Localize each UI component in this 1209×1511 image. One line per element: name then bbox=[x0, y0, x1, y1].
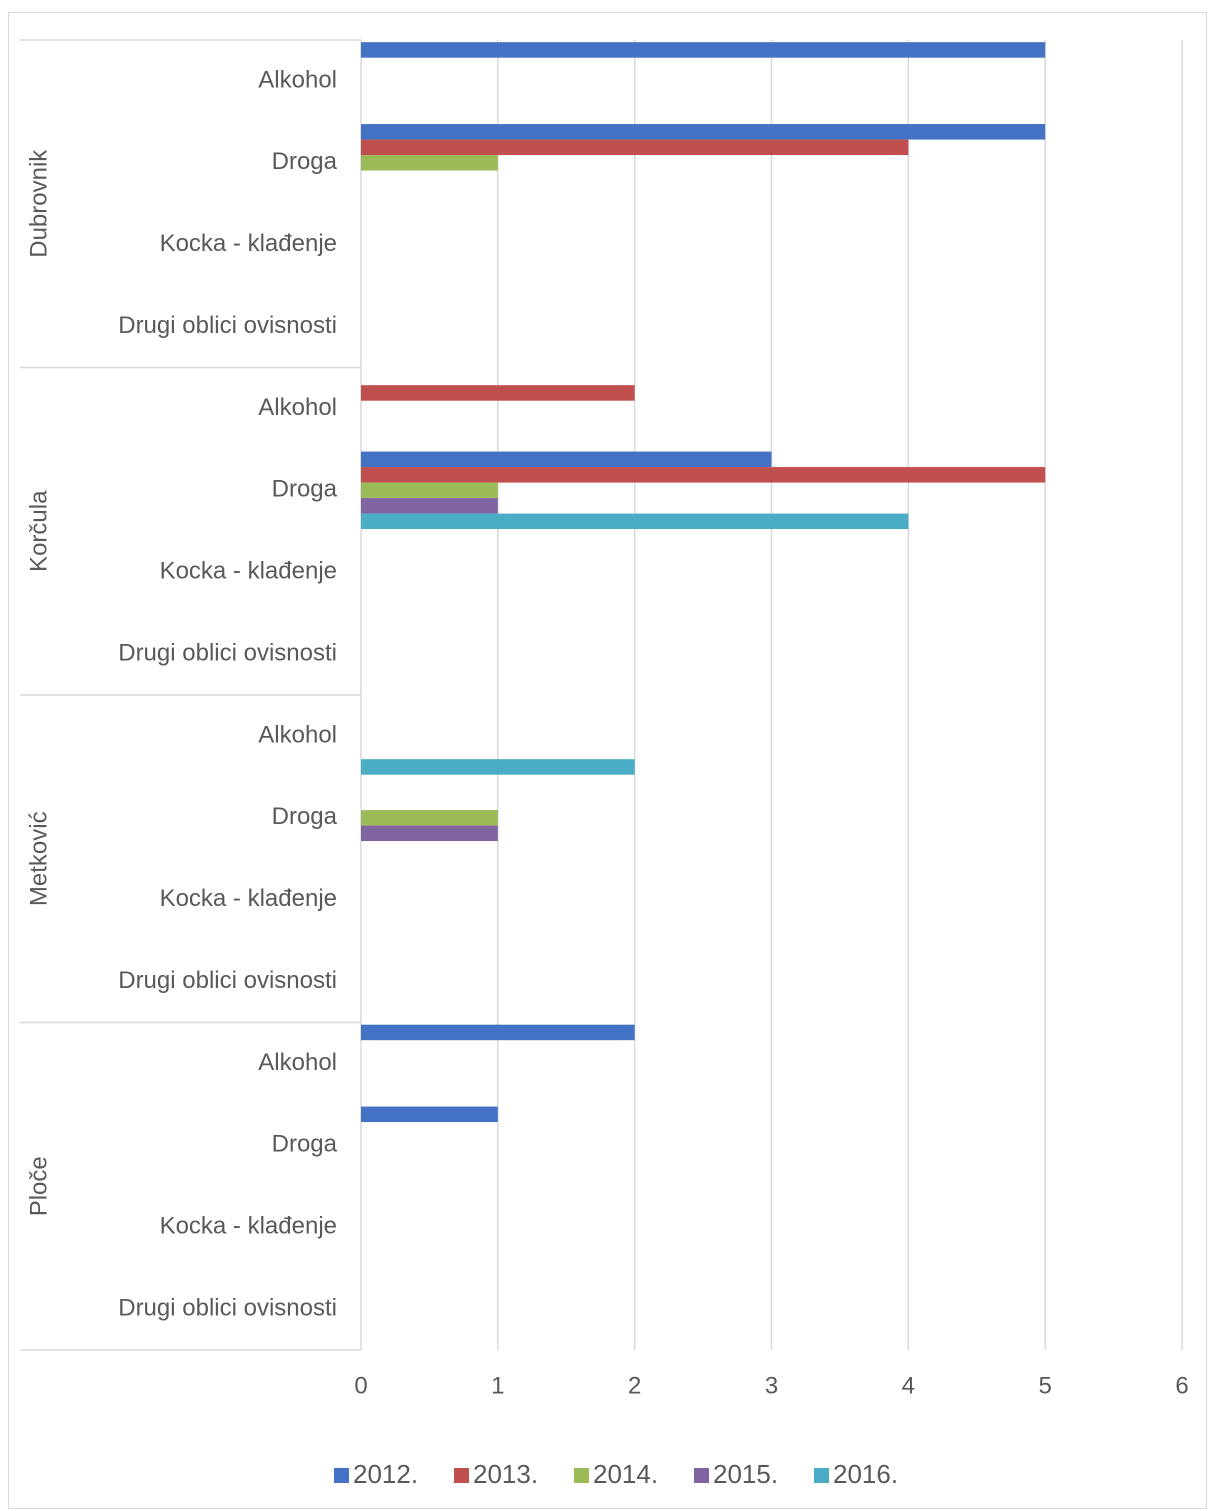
category-label-ploce-kocka-kla-enje: Kocka - klađenje bbox=[160, 1213, 337, 1240]
group-label-metkovic: Metković bbox=[25, 811, 52, 906]
x-tick-label-3: 3 bbox=[765, 1372, 778, 1399]
category-label-dubrovnik-kocka-kla-enje: Kocka - klađenje bbox=[160, 230, 337, 257]
category-label-metkovic-droga: Droga bbox=[272, 803, 338, 830]
bar-dubrovnik-droga-2012 bbox=[361, 124, 1046, 140]
legend-swatch-2016 bbox=[814, 1468, 829, 1483]
group-label-dubrovnik: Dubrovnik bbox=[25, 149, 52, 258]
bar-korcula-droga-2013 bbox=[361, 467, 1046, 483]
x-tick-label-6: 6 bbox=[1175, 1372, 1188, 1399]
bar-korcula-alkohol-2013 bbox=[361, 385, 635, 401]
category-label-dubrovnik-drugi-oblici-ovisnosti: Drugi oblici ovisnosti bbox=[118, 312, 337, 339]
x-tick-label-5: 5 bbox=[1038, 1372, 1051, 1399]
legend-swatch-2014 bbox=[574, 1468, 589, 1483]
bar-metkovic-droga-2015 bbox=[361, 825, 498, 842]
legend-swatch-2013 bbox=[454, 1468, 469, 1483]
bar-dubrovnik-droga-2014 bbox=[361, 155, 498, 171]
category-label-dubrovnik-droga: Droga bbox=[272, 148, 338, 175]
category-label-korcula-alkohol: Alkohol bbox=[258, 394, 337, 421]
x-tick-label-2: 2 bbox=[628, 1372, 641, 1399]
bar-korcula-droga-2016 bbox=[361, 513, 909, 530]
legend-label-2014: 2014. bbox=[593, 1459, 658, 1489]
category-label-metkovic-kocka-kla-enje: Kocka - klađenje bbox=[160, 885, 337, 912]
group-label-korcula: Korčula bbox=[25, 490, 52, 572]
legend-swatch-2015 bbox=[694, 1468, 709, 1483]
x-tick-label-4: 4 bbox=[902, 1372, 915, 1399]
group-label-ploce: Ploče bbox=[25, 1156, 52, 1216]
bar-ploce-droga-2012 bbox=[361, 1106, 498, 1123]
category-label-ploce-droga: Droga bbox=[272, 1131, 338, 1158]
bar-korcula-droga-2015 bbox=[361, 498, 498, 514]
bar-ploce-alkohol-2012 bbox=[361, 1024, 635, 1041]
legend-label-2012: 2012. bbox=[353, 1459, 418, 1489]
category-label-metkovic-alkohol: Alkohol bbox=[258, 721, 337, 748]
x-tick-label-0: 0 bbox=[354, 1372, 367, 1399]
legend-label-2013: 2013. bbox=[473, 1459, 538, 1489]
category-label-metkovic-drugi-oblici-ovisnosti: Drugi oblici ovisnosti bbox=[118, 967, 337, 994]
legend-label-2015: 2015. bbox=[713, 1459, 778, 1489]
category-label-korcula-droga: Droga bbox=[272, 476, 338, 503]
bar-dubrovnik-alkohol-2012 bbox=[361, 42, 1046, 58]
category-label-ploce-drugi-oblici-ovisnosti: Drugi oblici ovisnosti bbox=[118, 1294, 337, 1321]
legend-swatch-2012 bbox=[334, 1468, 349, 1483]
category-label-korcula-drugi-oblici-ovisnosti: Drugi oblici ovisnosti bbox=[118, 639, 337, 666]
bar-metkovic-alkohol-2016 bbox=[361, 759, 635, 775]
x-tick-label-1: 1 bbox=[491, 1372, 504, 1399]
category-label-dubrovnik-alkohol: Alkohol bbox=[258, 66, 337, 93]
bar-korcula-droga-2012 bbox=[361, 451, 772, 468]
bar-metkovic-droga-2014 bbox=[361, 810, 498, 826]
bar-dubrovnik-droga-2013 bbox=[361, 139, 909, 156]
bar-korcula-droga-2014 bbox=[361, 482, 498, 499]
category-label-korcula-kocka-kla-enje: Kocka - klađenje bbox=[160, 558, 337, 585]
legend-label-2016: 2016. bbox=[833, 1459, 898, 1489]
category-label-ploce-alkohol: Alkohol bbox=[258, 1049, 337, 1076]
